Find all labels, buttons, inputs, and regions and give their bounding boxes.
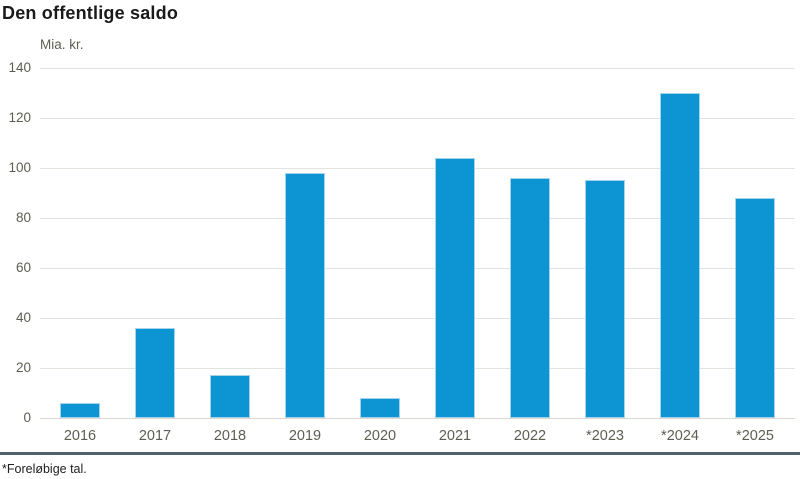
gridline-y-20 — [40, 367, 795, 369]
x-tick-label: 2021 — [438, 428, 472, 444]
chart-title: Den offentlige saldo — [2, 3, 179, 23]
gridline-y-80 — [40, 217, 795, 219]
y-tick-label: 0 — [23, 409, 31, 425]
bar-2016 — [60, 402, 100, 418]
x-tick-label: 2019 — [288, 428, 322, 444]
bar-2020 — [360, 397, 400, 418]
x-tick-label: 2020 — [363, 428, 397, 444]
x-tick-label: 2016 — [63, 428, 97, 444]
x-tick-label: 2022 — [513, 428, 547, 444]
y-tick-label: 100 — [8, 159, 31, 175]
x-tick-label: *2024 — [661, 428, 699, 444]
bar-2023 — [585, 180, 625, 418]
bar-2019 — [285, 172, 325, 418]
bottom-axis-rule — [0, 452, 800, 455]
x-tick-label: 2017 — [138, 428, 172, 444]
bar-2025 — [735, 197, 775, 418]
x-tick-label: 2018 — [213, 428, 247, 444]
y-axis-unit-label: Mia. kr. — [40, 37, 84, 52]
gridline-y-0 — [40, 417, 795, 419]
gridline-y-60 — [40, 267, 795, 269]
gridline-y-40 — [40, 317, 795, 319]
gridline-y-120 — [40, 117, 795, 119]
gridline-y-140 — [40, 67, 795, 69]
x-tick-label: *2025 — [736, 428, 774, 444]
bar-2021 — [435, 157, 475, 418]
y-tick-label: 140 — [8, 59, 31, 75]
bar-2018 — [210, 375, 250, 418]
y-tick-label: 60 — [15, 259, 31, 275]
y-tick-label: 20 — [15, 359, 31, 375]
y-tick-label: 40 — [15, 309, 31, 325]
gridline-y-100 — [40, 167, 795, 169]
bar-2022 — [510, 177, 550, 418]
bar-2024 — [660, 92, 700, 418]
y-tick-label: 120 — [8, 109, 31, 125]
x-tick-label: *2023 — [586, 428, 624, 444]
y-tick-label: 80 — [15, 209, 31, 225]
bar-2017 — [135, 327, 175, 418]
footnote: *Foreløbige tal. — [2, 462, 87, 476]
